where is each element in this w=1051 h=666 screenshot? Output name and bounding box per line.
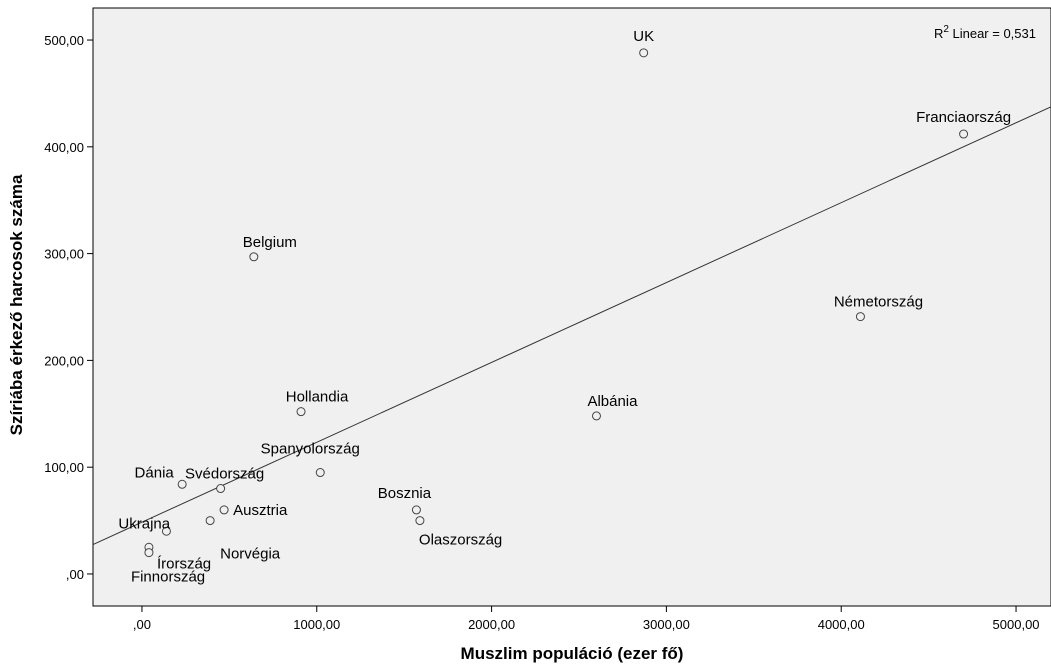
data-point <box>216 484 226 494</box>
y-tick-label: 400,00 <box>44 140 84 155</box>
point-label: Albánia <box>587 393 638 410</box>
point-label: Hollandia <box>286 389 349 406</box>
points-group <box>144 48 969 558</box>
point-label: Ukrajna <box>118 515 170 532</box>
x-axis-title: Muszlim populáció (ezer fő) <box>461 644 684 663</box>
point-label: Franciaország <box>916 109 1011 126</box>
data-point <box>959 129 969 139</box>
y-tick-label: ,00 <box>66 567 84 582</box>
x-tick-label: 1000,00 <box>293 617 340 632</box>
r2-superscript: 2 <box>943 24 949 35</box>
y-axis: ,00 100,00 200,00 300,00 400,00 500,00 <box>44 33 93 582</box>
point-label: Olaszország <box>419 532 502 549</box>
data-point <box>219 505 229 515</box>
data-point <box>144 548 154 558</box>
point-label: Finnország <box>131 569 205 586</box>
y-axis-title: Szíriába érkező harcosok száma <box>7 174 26 435</box>
r2-annotation: R2 Linear = 0,531 <box>934 24 1036 41</box>
y-tick-label: 100,00 <box>44 460 84 475</box>
data-point <box>205 516 215 526</box>
x-tick-label: 2000,00 <box>468 617 515 632</box>
point-label: Németország <box>834 294 923 311</box>
data-point <box>249 252 259 262</box>
data-point <box>415 516 425 526</box>
point-label: Dánia <box>135 464 175 481</box>
point-label: UK <box>633 28 654 45</box>
x-tick-label: 4000,00 <box>818 617 865 632</box>
fit-line-group <box>92 106 1051 545</box>
data-point <box>315 468 325 478</box>
y-tick-label: 500,00 <box>44 33 84 48</box>
fit-line <box>92 106 1051 545</box>
data-point <box>177 479 187 489</box>
x-axis: ,00 1000,00 2000,00 3000,00 4000,00 5000,00 <box>133 606 1040 632</box>
point-label: Bosznia <box>378 485 432 502</box>
point-label: Írország <box>157 555 211 572</box>
data-point <box>161 526 171 536</box>
data-point <box>296 407 306 417</box>
data-point <box>411 505 421 515</box>
plot-area <box>92 7 1051 607</box>
point-label: Ausztria <box>233 502 288 519</box>
point-label: Svédország <box>185 466 264 483</box>
point-label: Spanyolország <box>261 441 360 458</box>
data-point <box>855 312 865 322</box>
y-tick-label: 300,00 <box>44 247 84 262</box>
data-point <box>591 411 601 421</box>
r2-text: Linear = 0,531 <box>949 26 1036 41</box>
point-label: Norvégia <box>220 546 281 563</box>
x-tick-label: 5000,00 <box>993 617 1040 632</box>
data-point <box>639 48 649 58</box>
point-label: Belgium <box>243 234 297 251</box>
r2-prefix: R <box>934 26 943 41</box>
x-tick-label: ,00 <box>133 617 151 632</box>
x-tick-label: 3000,00 <box>643 617 690 632</box>
y-tick-label: 200,00 <box>44 353 84 368</box>
point-labels-group: UK Franciaország Belgium Németország Holland… <box>118 28 1011 586</box>
